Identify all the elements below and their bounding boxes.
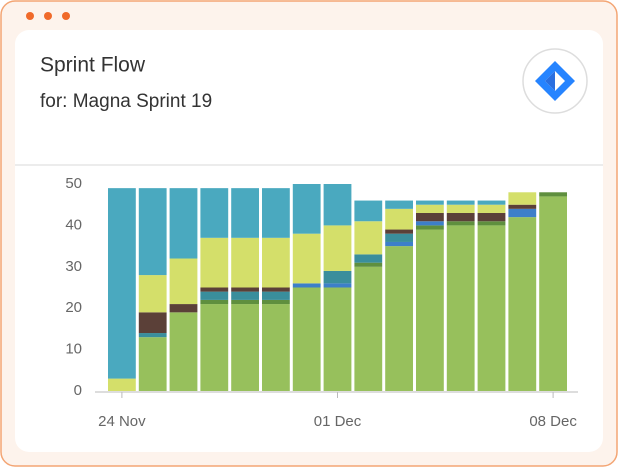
bar-segment bbox=[292, 233, 321, 284]
bar-segment bbox=[508, 204, 537, 209]
bar-segment bbox=[477, 204, 506, 213]
y-tick-label: 40 bbox=[65, 216, 82, 233]
jira-logo bbox=[522, 48, 588, 114]
bar-segment bbox=[354, 254, 383, 263]
bar-segment bbox=[323, 287, 352, 391]
bar-segment bbox=[292, 287, 321, 391]
y-tick-label: 10 bbox=[65, 341, 82, 358]
bar-segment bbox=[138, 337, 167, 391]
bar-segment bbox=[200, 304, 229, 391]
bar-segment bbox=[385, 229, 413, 234]
bar-segment bbox=[508, 192, 537, 205]
bar-segment bbox=[231, 188, 259, 238]
bar-segment bbox=[200, 188, 229, 238]
x-tick-label: 01 Dec bbox=[314, 413, 362, 430]
bar-segment bbox=[169, 258, 198, 305]
bar-segment bbox=[200, 291, 229, 300]
bar-segment bbox=[262, 188, 290, 238]
bar-segment bbox=[385, 233, 413, 242]
bar-segment bbox=[231, 237, 259, 288]
bar-segment bbox=[292, 283, 321, 288]
bar-segment bbox=[385, 246, 413, 391]
bar-segment bbox=[416, 225, 444, 230]
chart-subtitle: for: Magna Sprint 19 bbox=[40, 91, 212, 112]
bar-segment bbox=[446, 221, 475, 226]
bar-segment bbox=[385, 241, 413, 247]
bar-segment bbox=[416, 200, 444, 205]
window-dot bbox=[44, 12, 52, 20]
x-tick-label: 24 Nov bbox=[98, 413, 146, 430]
bar-segment bbox=[323, 270, 352, 284]
bar-segment bbox=[262, 237, 290, 288]
y-tick-label: 0 bbox=[74, 382, 82, 399]
window-dot bbox=[26, 12, 34, 20]
bar-segment bbox=[416, 204, 444, 213]
bar-segment bbox=[262, 299, 290, 305]
bar-segment bbox=[446, 200, 475, 205]
bar-segment bbox=[539, 196, 567, 391]
y-tick-label: 20 bbox=[65, 299, 82, 316]
bar-segment bbox=[262, 291, 290, 300]
bar-segment bbox=[169, 304, 198, 313]
bar-segment bbox=[477, 225, 506, 391]
bar-segment bbox=[138, 188, 167, 276]
bar-segment bbox=[262, 304, 290, 391]
bar-segment bbox=[323, 225, 352, 271]
bar-segment bbox=[508, 217, 537, 391]
bar-segment bbox=[231, 304, 259, 391]
bar-segment bbox=[323, 283, 352, 288]
bar-segment bbox=[231, 291, 259, 300]
bar-segment bbox=[231, 299, 259, 305]
bar-segment bbox=[292, 184, 321, 234]
bar-segment bbox=[262, 287, 290, 292]
bar-segment bbox=[539, 192, 567, 197]
y-tick-label: 50 bbox=[65, 175, 82, 192]
bar-segment bbox=[169, 312, 198, 391]
bar-segment bbox=[354, 200, 383, 222]
bar-segment bbox=[108, 188, 136, 379]
bar-segment bbox=[169, 188, 198, 259]
bar-segment bbox=[138, 333, 167, 338]
bar-segment bbox=[416, 221, 444, 226]
bar-segment bbox=[477, 212, 506, 222]
bar-segment bbox=[508, 208, 537, 218]
bar-segment bbox=[354, 221, 383, 255]
bar-segment bbox=[231, 287, 259, 292]
bar-segment bbox=[200, 237, 229, 288]
bar-segment bbox=[323, 184, 352, 226]
bar-segment bbox=[354, 266, 383, 391]
bar-segment bbox=[446, 212, 475, 222]
bar-segment bbox=[200, 299, 229, 305]
window-dot bbox=[62, 12, 70, 20]
bar-segment bbox=[416, 229, 444, 391]
bar-segment bbox=[477, 200, 506, 205]
bar-segment bbox=[138, 312, 167, 334]
bar-segment bbox=[385, 200, 413, 209]
bar-segment bbox=[416, 212, 444, 222]
chart-title: Sprint Flow bbox=[40, 54, 146, 77]
bar-segment bbox=[477, 221, 506, 226]
bar-segment bbox=[108, 378, 136, 391]
x-tick-label: 08 Dec bbox=[529, 413, 577, 430]
bar-segment bbox=[446, 225, 475, 391]
bar-segment bbox=[138, 275, 167, 313]
bar-segment bbox=[385, 208, 413, 230]
bar-segment bbox=[200, 287, 229, 292]
y-tick-label: 30 bbox=[65, 258, 82, 275]
bar-segment bbox=[354, 262, 383, 267]
bar-segment bbox=[446, 204, 475, 213]
